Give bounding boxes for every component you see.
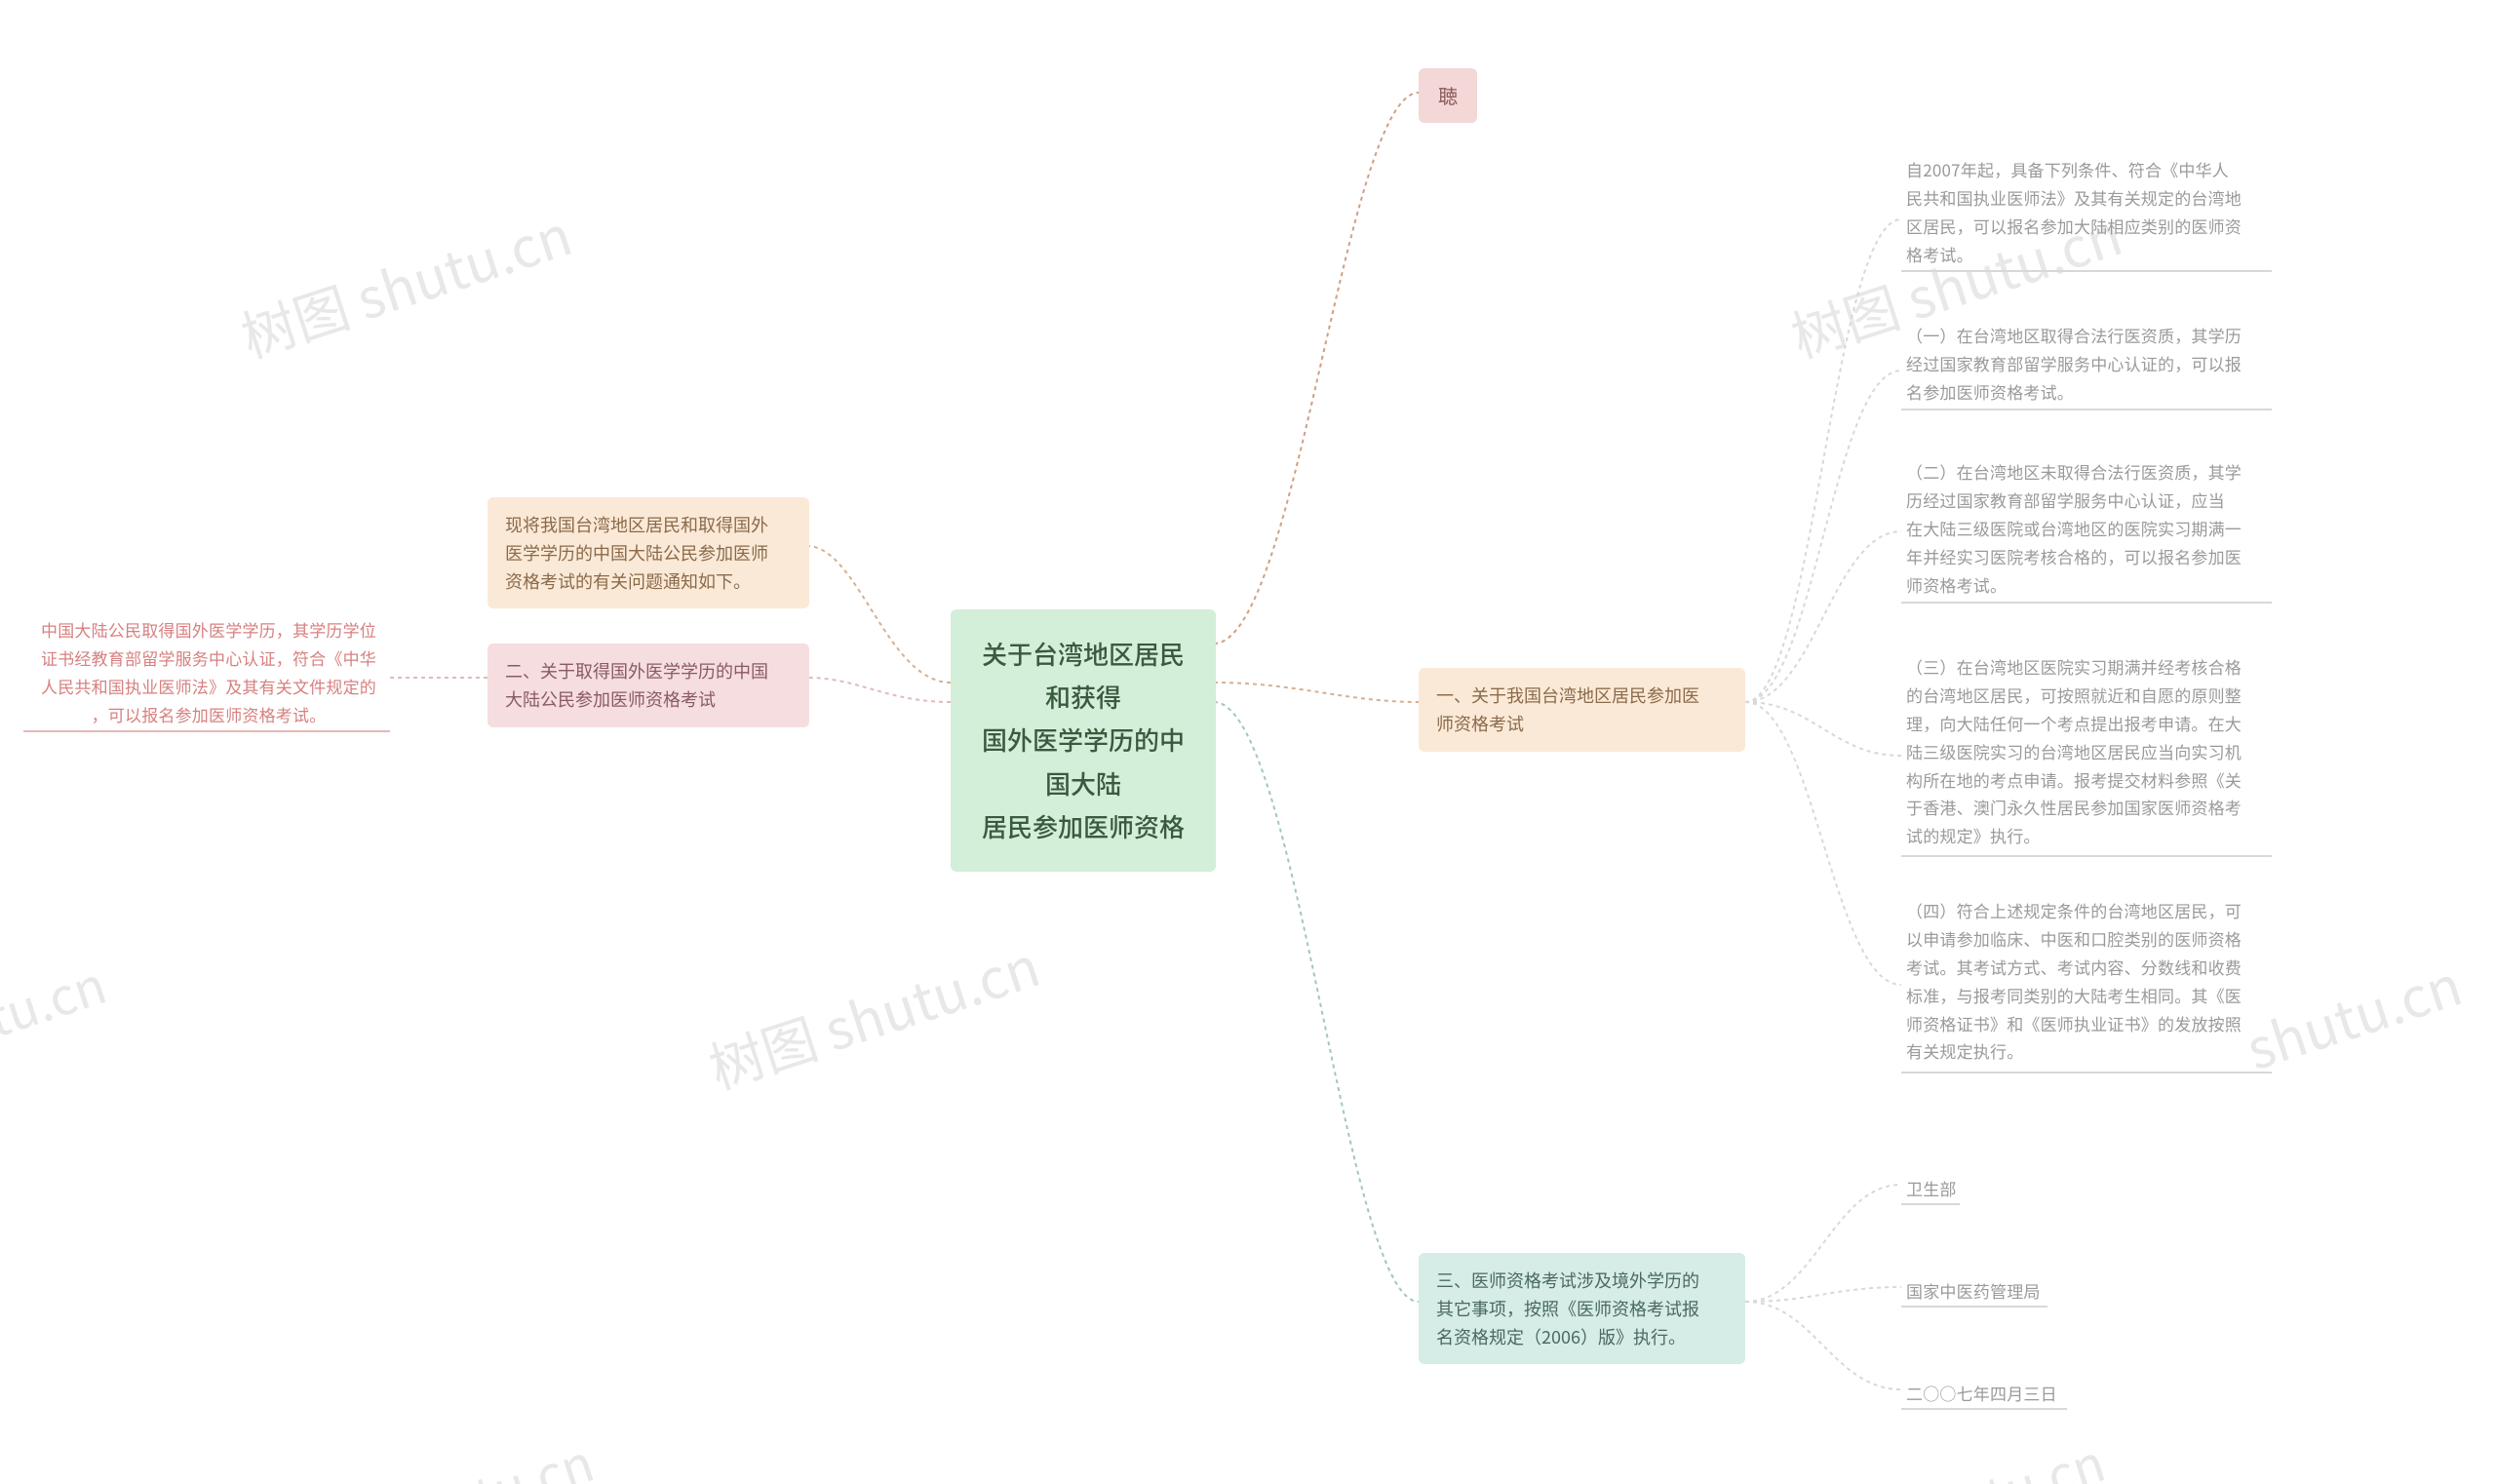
leaf-text: （二）在台湾地区未取得合法行医资质，其学 历经过国家教育部留学服务中心认证，应当… — [1906, 459, 2242, 597]
section-1-leaf-5: （四）符合上述规定条件的台湾地区居民，可 以申请参加临床、中医和口腔类别的医师资… — [1906, 897, 2277, 1066]
section-2-node: 二、关于取得国外医学学历的中国 大陆公民参加医师资格考试 — [488, 644, 809, 727]
section-3-text: 三、医师资格考试涉及境外学历的 其它事项，按照《医师资格考试报 名资格规定（20… — [1436, 1267, 1699, 1350]
section-2-leaf-text: 中国大陆公民取得国外医学学历，其学历学位 证书经教育部留学服务中心认证，符合《中… — [41, 617, 376, 726]
leaf-text: 国家中医药管理局 — [1906, 1278, 2041, 1303]
leaf-text: 卫生部 — [1906, 1176, 1957, 1200]
section-1-leaf-3: （二）在台湾地区未取得合法行医资质，其学 历经过国家教育部留学服务中心认证，应当… — [1906, 458, 2277, 599]
top-node-text: 聴 — [1438, 80, 1458, 111]
watermark: shutu.cn — [0, 945, 114, 1077]
watermark: 树图 shutu.cn — [698, 924, 1048, 1106]
root-node: 关于台湾地区居民和获得 国外医学学历的中国大陆 居民参加医师资格 — [951, 609, 1216, 872]
section-1-text: 一、关于我国台湾地区居民参加医 师资格考试 — [1436, 682, 1699, 738]
watermark: 树图 shutu.cn — [230, 193, 580, 374]
section-1-leaf-4: （三）在台湾地区医院实习期满并经考核合格 的台湾地区居民，可按照就近和自愿的原则… — [1906, 653, 2277, 850]
section-1-leaf-2: （一）在台湾地区取得合法行医资质，其学历 经过国家教育部留学服务中心认证的，可以… — [1906, 322, 2277, 407]
top-node: 聴 — [1419, 68, 1477, 123]
section-1-leaf-1: 自2007年起，具备下列条件、符合《中华人 民共和国执业医师法》及其有关规定的台… — [1906, 156, 2277, 269]
section-2-text: 二、关于取得国外医学学历的中国 大陆公民参加医师资格考试 — [505, 657, 768, 714]
section-3-leaf-2: 国家中医药管理局 — [1906, 1277, 2199, 1306]
section-3-node: 三、医师资格考试涉及境外学历的 其它事项，按照《医师资格考试报 名资格规定（20… — [1419, 1253, 1745, 1364]
watermark: shutu.cn — [384, 1423, 603, 1484]
section-3-leaf-3: 二○○七年四月三日 — [1906, 1380, 2199, 1408]
section-1-node: 一、关于我国台湾地区居民参加医 师资格考试 — [1419, 668, 1745, 752]
leaf-text: （一）在台湾地区取得合法行医资质，其学历 经过国家教育部留学服务中心认证的，可以… — [1906, 323, 2242, 404]
watermark: shutu.cn — [1895, 1423, 2114, 1484]
left-intro-text: 现将我国台湾地区居民和取得国外 医学学历的中国大陆公民参加医师 资格考试的有关问… — [505, 511, 768, 595]
leaf-text: （三）在台湾地区医院实习期满并经考核合格 的台湾地区居民，可按照就近和自愿的原则… — [1906, 654, 2242, 847]
root-node-text: 关于台湾地区居民和获得 国外医学学历的中国大陆 居民参加医师资格 — [978, 633, 1189, 848]
left-intro-node: 现将我国台湾地区居民和取得国外 医学学历的中国大陆公民参加医师 资格考试的有关问… — [488, 497, 809, 608]
section-3-leaf-1: 卫生部 — [1906, 1175, 2199, 1203]
leaf-text: 自2007年起，具备下列条件、符合《中华人 民共和国执业医师法》及其有关规定的台… — [1906, 157, 2242, 266]
leaf-text: （四）符合上述规定条件的台湾地区居民，可 以申请参加临床、中医和口腔类别的医师资… — [1906, 898, 2242, 1063]
section-2-leaf: 中国大陆公民取得国外医学学历，其学历学位 证书经教育部留学服务中心认证，符合《中… — [23, 616, 394, 729]
leaf-text: 二○○七年四月三日 — [1906, 1381, 2057, 1405]
